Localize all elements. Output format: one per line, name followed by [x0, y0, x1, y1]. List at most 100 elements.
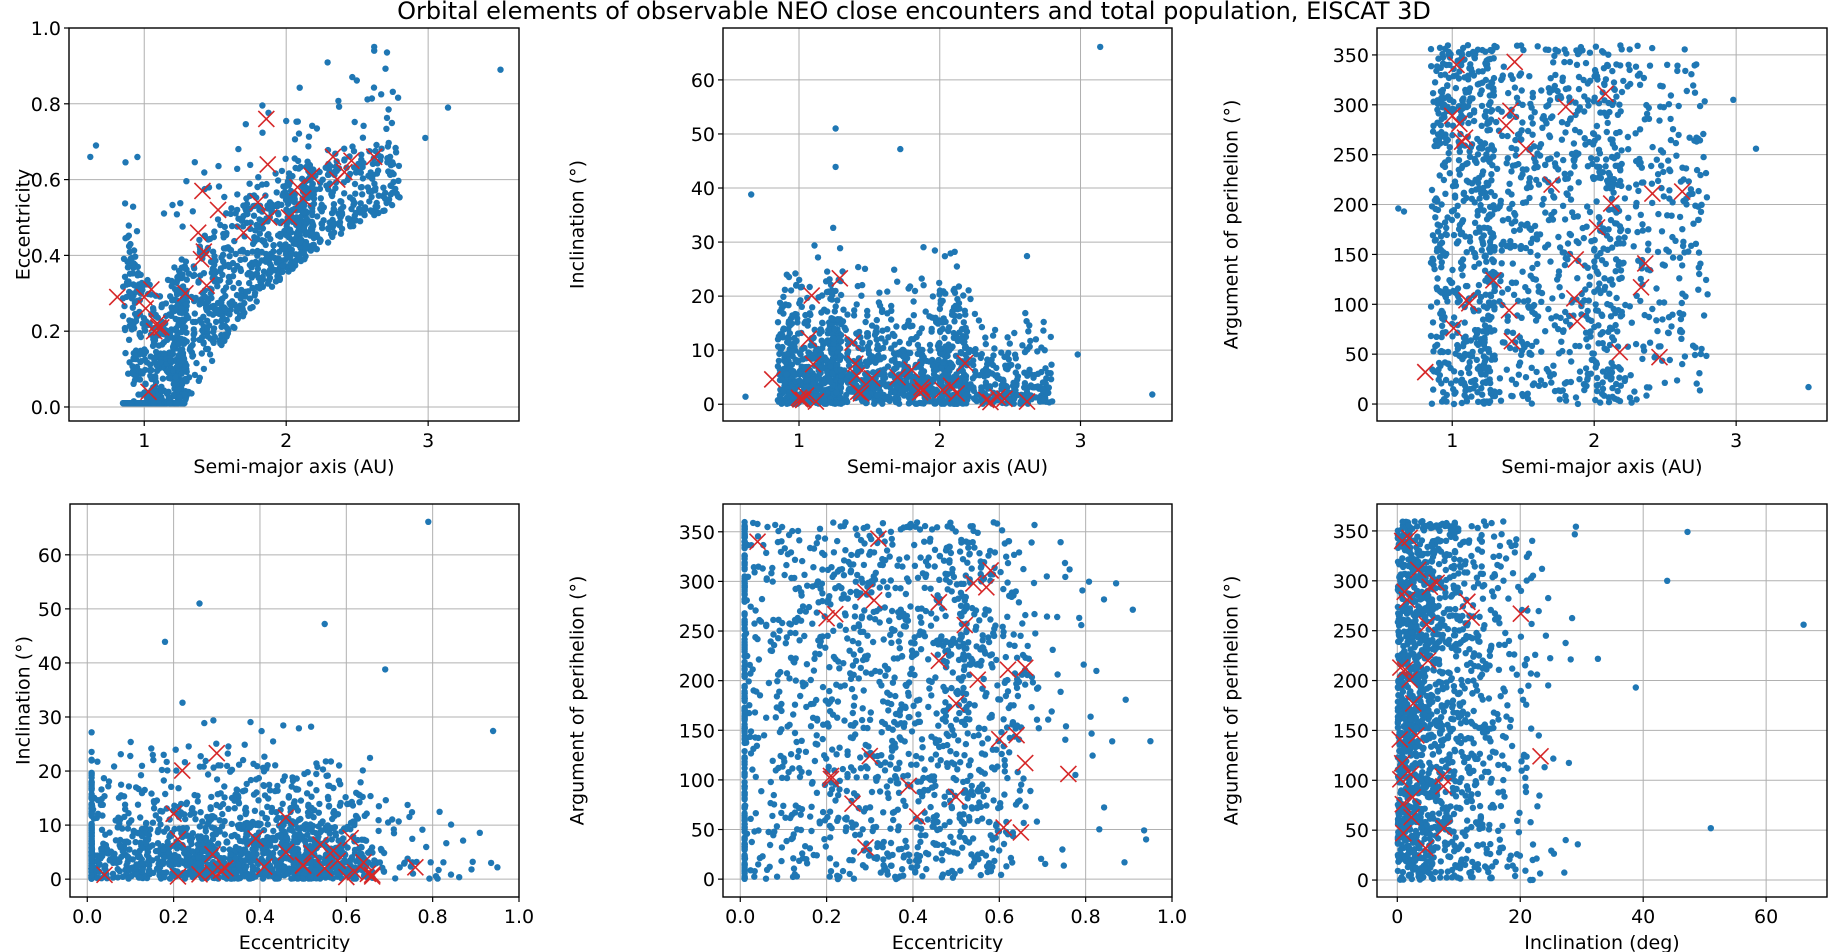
encounter-marker [791, 390, 809, 408]
population-point [1805, 383, 1812, 391]
population-point [357, 200, 364, 207]
population-point [1475, 174, 1483, 182]
encounter-marker [948, 384, 966, 402]
population-point [1480, 400, 1488, 407]
population-point [1615, 364, 1622, 371]
population-point [191, 371, 199, 379]
population-point [1488, 142, 1495, 149]
population-point [1488, 171, 1495, 178]
population-point [1607, 313, 1615, 320]
population-point [1480, 341, 1488, 348]
population-point [310, 222, 317, 229]
population-point [884, 288, 891, 295]
population-point [1683, 87, 1691, 95]
population-point [1046, 399, 1053, 406]
population-point [1752, 145, 1760, 152]
population-point [1566, 348, 1573, 356]
population-point [1643, 384, 1651, 391]
y-axis-label: Argument of perihelion (°) [1221, 100, 1243, 350]
population-point [262, 256, 270, 263]
population-point [998, 349, 1005, 356]
population-point [932, 314, 939, 321]
population-point [1432, 205, 1439, 213]
population-point [1697, 171, 1704, 179]
population-point [215, 183, 223, 190]
population-point [317, 237, 324, 244]
population-point [1692, 202, 1699, 209]
population-point [1562, 175, 1569, 183]
population-point [992, 372, 999, 379]
population-point [256, 285, 263, 292]
population-point [1463, 395, 1470, 402]
population-point [1597, 174, 1605, 182]
encounter-marker [988, 388, 1007, 406]
population-point [310, 166, 317, 173]
population-point [1582, 59, 1590, 67]
population-point [1019, 342, 1026, 349]
population-point [828, 315, 835, 322]
encounter-marker [1484, 271, 1502, 289]
population-point [179, 357, 186, 364]
population-point [1586, 208, 1594, 216]
x-tick-label: 3 [1074, 430, 1086, 452]
population-point [897, 145, 904, 153]
population-point [1487, 108, 1495, 115]
population-point [1596, 163, 1603, 171]
population-point [934, 320, 942, 327]
population-point [190, 336, 197, 343]
population-point [172, 373, 179, 381]
population-point [134, 400, 142, 407]
population-point [1491, 192, 1498, 200]
population-point [798, 303, 805, 310]
population-point [830, 340, 837, 347]
population-point [1643, 392, 1650, 399]
population-point [160, 751, 167, 758]
population-point [1458, 219, 1466, 226]
population-point [1009, 382, 1017, 389]
population-point [1633, 157, 1640, 165]
population-point [780, 302, 788, 309]
population-point [1592, 396, 1599, 404]
encounter-marker [995, 390, 1014, 408]
population-point [1472, 229, 1480, 236]
population-point [237, 248, 244, 255]
population-point [183, 178, 190, 185]
population-point [1487, 379, 1494, 387]
population-point [128, 295, 135, 302]
population-point [1518, 221, 1525, 228]
population-point [237, 267, 245, 275]
population-point [1436, 372, 1444, 379]
population-point [164, 336, 171, 343]
population-point [1624, 133, 1632, 141]
population-point [914, 341, 922, 349]
population-point [292, 235, 299, 242]
population-point [194, 792, 201, 799]
population-point [1702, 169, 1710, 177]
population-point [1635, 187, 1642, 195]
encounter-marker [235, 224, 253, 242]
population-point [1534, 43, 1541, 50]
population-point [1463, 338, 1471, 345]
population-point [1483, 151, 1490, 158]
population-point [250, 260, 258, 268]
encounter-marker [1456, 129, 1474, 147]
population-point [157, 384, 165, 391]
population-point [1519, 268, 1526, 275]
population-point [323, 182, 330, 189]
population-point [1547, 187, 1555, 195]
population-point [318, 208, 325, 215]
population-point [845, 371, 852, 379]
population-point [1471, 326, 1479, 334]
population-point [1027, 337, 1034, 345]
population-point [419, 826, 426, 833]
population-point [1601, 80, 1608, 87]
population-point [1614, 387, 1621, 395]
population-point [336, 222, 343, 229]
population-point [121, 801, 129, 808]
population-point [209, 268, 217, 276]
population-point [1524, 297, 1532, 304]
population-point [1613, 294, 1620, 302]
population-point [928, 328, 935, 335]
population-point [373, 141, 380, 149]
population-point [1515, 362, 1523, 369]
